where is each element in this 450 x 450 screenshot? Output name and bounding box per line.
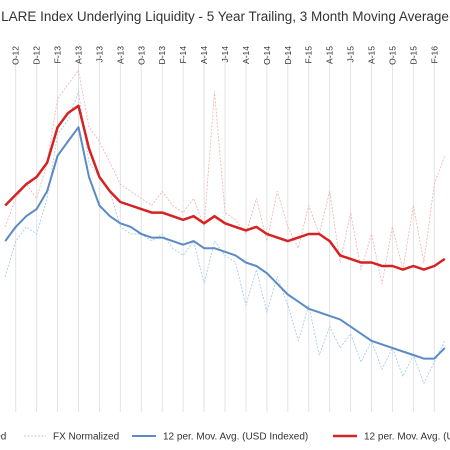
legend-label: 12 per. Mov. Avg. (USD Indexed) <box>163 432 308 443</box>
x-tick-label: D-14 <box>283 46 293 65</box>
x-tick-label: O-13 <box>136 46 146 65</box>
plot-lines <box>4 69 446 384</box>
series-line-2 <box>4 69 446 285</box>
series-line-4 <box>4 104 446 271</box>
legend-label: 12 per. Mov. Avg. (USD Indexed) <box>364 432 450 443</box>
x-tick-label: A-14 <box>241 46 251 64</box>
grid <box>15 52 435 412</box>
x-tick-label: O-14 <box>262 46 272 65</box>
x-tick-label: J-14 <box>220 46 230 63</box>
x-tick-label: O-15 <box>387 46 397 65</box>
x-tick-label: F-13 <box>53 46 63 64</box>
x-axis-ticks: O-12 D-12 F-13 A-13 J-13 A-13 O-13 D-13 F-14 A-14… <box>11 46 440 65</box>
x-tick-label: J-15 <box>346 46 356 63</box>
x-tick-label: A-15 <box>367 46 377 64</box>
legend-label: ized <box>0 432 6 443</box>
legend: ized FX Normalized 12 per. Mov. Avg. (USD … <box>0 432 450 443</box>
x-tick-label: J-13 <box>94 46 104 63</box>
x-tick-label: F-15 <box>304 46 314 64</box>
x-tick-label: F-16 <box>429 46 439 64</box>
chart-title: LARE Index Underlying Liquidity - 5 Year… <box>1 9 449 24</box>
x-tick-label: O-12 <box>11 46 21 65</box>
x-tick-label: D-13 <box>157 46 167 65</box>
x-tick-label: F-14 <box>178 46 188 64</box>
x-tick-label: A-15 <box>325 46 335 64</box>
x-tick-label: A-13 <box>115 46 125 64</box>
x-tick-label: A-13 <box>73 46 83 64</box>
x-tick-label: A-14 <box>199 46 209 64</box>
x-tick-label: D-15 <box>408 46 418 65</box>
legend-label: FX Normalized <box>53 432 119 443</box>
series-line-3 <box>4 126 446 360</box>
x-tick-label: D-12 <box>32 46 42 65</box>
